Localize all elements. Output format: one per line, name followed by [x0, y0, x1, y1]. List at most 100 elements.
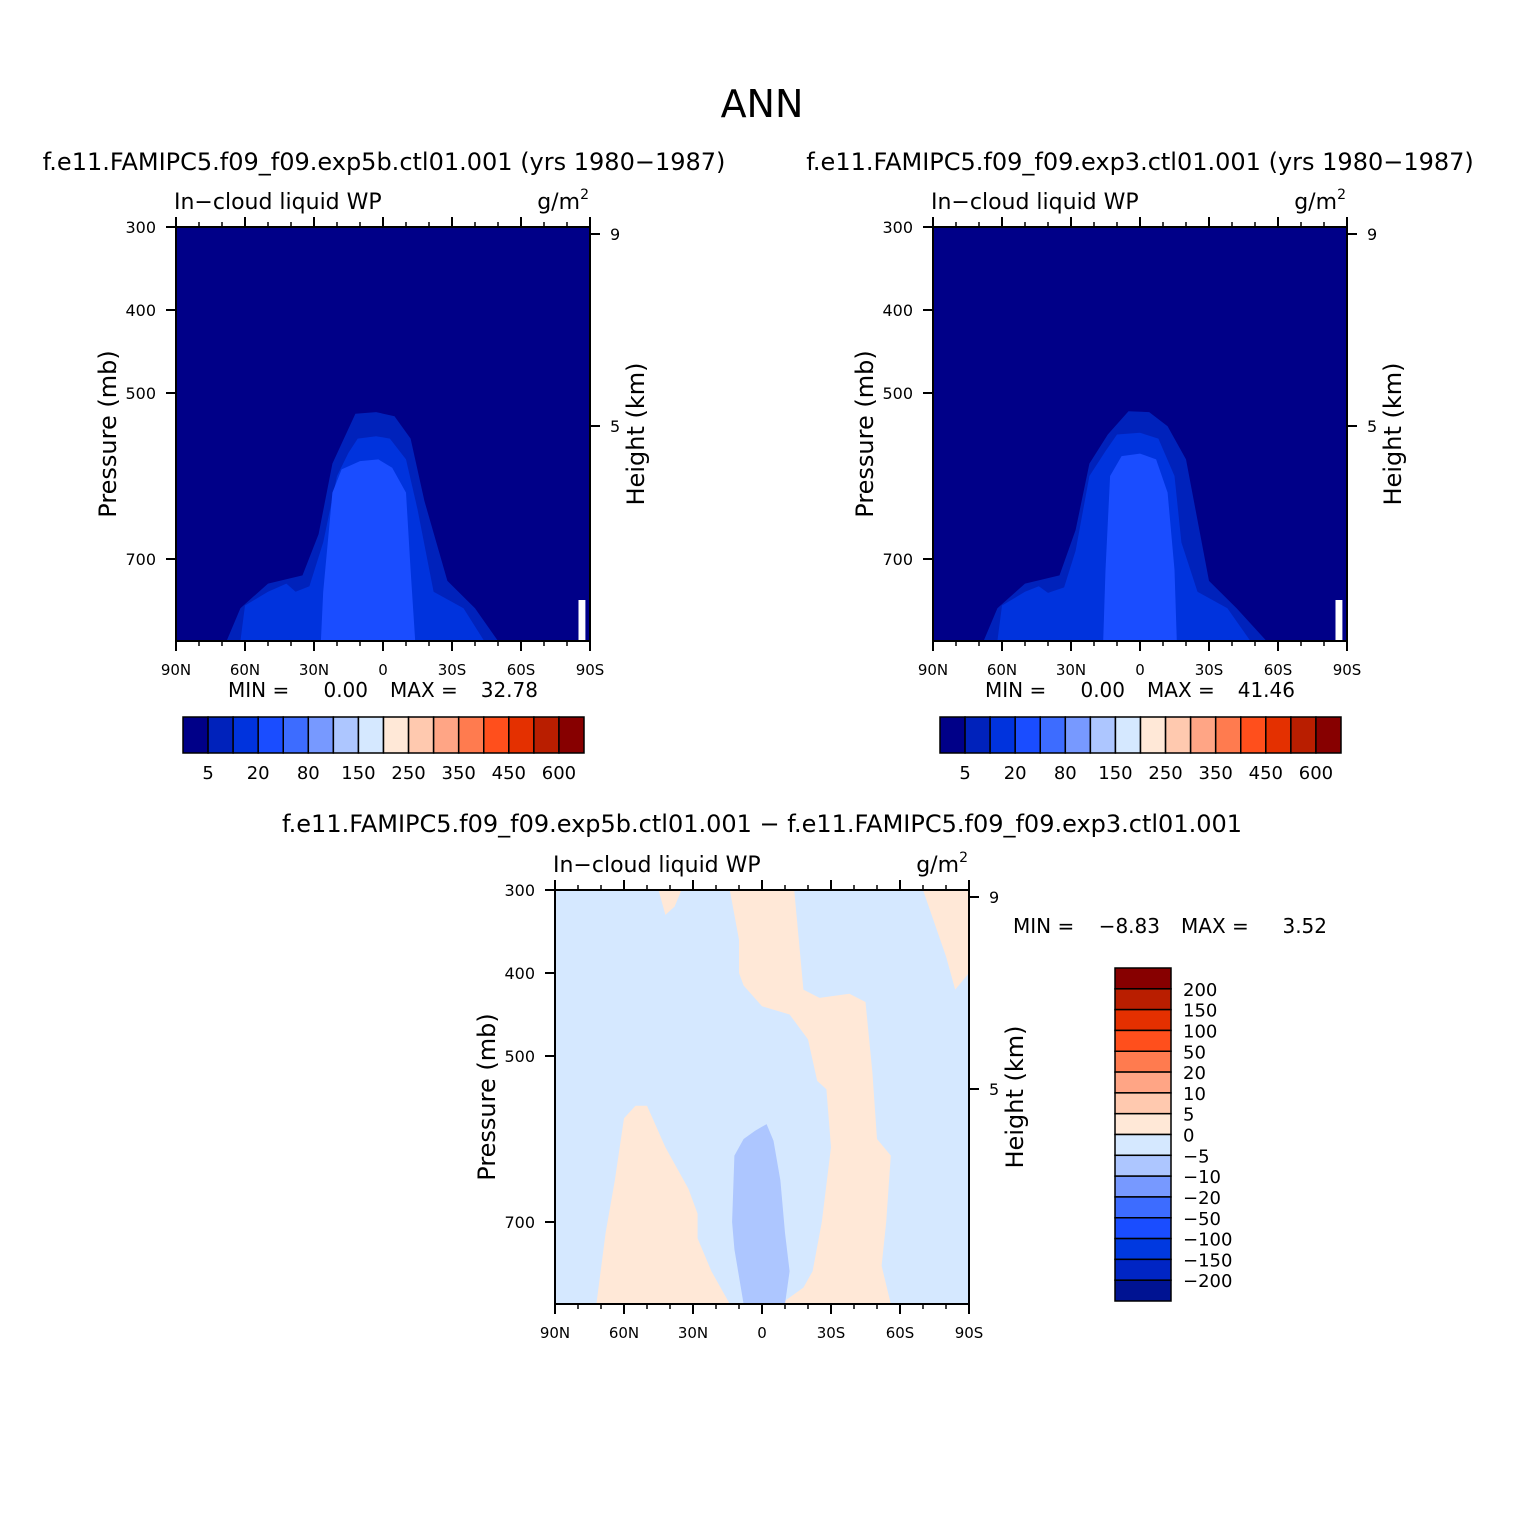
colorbar-box: [1114, 1237, 1172, 1261]
x-tick-label: 90S: [955, 1324, 984, 1342]
colorbar-box: [1114, 1008, 1172, 1032]
colorbar-label: 20: [247, 763, 270, 784]
colorbar-label: 0: [1183, 1126, 1194, 1147]
x-tick-label: 60N: [609, 1324, 639, 1342]
colorbar-box: [508, 716, 535, 754]
colorbar-box: [1114, 1029, 1172, 1052]
x-tick-label: 90S: [1333, 661, 1362, 679]
x-tick-label: 30S: [438, 661, 467, 679]
colorbar-box: [407, 716, 435, 754]
x-tick-label: 30S: [1195, 661, 1224, 679]
min-value: 0.00: [323, 678, 368, 702]
x-tick-label: 30N: [678, 1324, 708, 1342]
y-axis-title: Pressure (mb): [473, 1013, 501, 1180]
colorbar-label: 100: [1183, 1021, 1217, 1042]
y-tick-label: 500: [504, 1047, 535, 1066]
contour-region: [732, 1124, 790, 1304]
y-axis-title: Pressure (mb): [94, 350, 122, 517]
y-tick-label: 500: [125, 384, 156, 403]
page-title: ANN: [721, 82, 804, 126]
y2-tick-label: 5: [610, 417, 620, 436]
y2-tick-label: 5: [1367, 417, 1377, 436]
contour-region: [923, 890, 969, 990]
y2-tick-label: 9: [610, 225, 620, 244]
colorbar-label: 5: [959, 763, 970, 784]
x-tick-label: 90N: [161, 661, 191, 679]
units-label: g/m: [537, 190, 580, 215]
y-tick-label: 700: [125, 550, 156, 569]
colorbar-label: 20: [1004, 763, 1027, 784]
y-tick-label: 400: [125, 301, 156, 320]
colorbar-label: 5: [1183, 1105, 1194, 1126]
colorbar-box: [357, 716, 385, 754]
colorbar-box: [1039, 716, 1067, 754]
colorbar-label: −50: [1183, 1209, 1221, 1230]
max-value: 3.52: [1282, 914, 1327, 938]
colorbar-label: 10: [1183, 1084, 1206, 1105]
colorbar-box: [1114, 988, 1172, 1011]
colorbar-box: [483, 716, 510, 754]
colorbar-label: −150: [1183, 1250, 1232, 1271]
x-tick-label: 90S: [576, 661, 605, 679]
colorbar-label: 250: [391, 763, 425, 784]
colorbar-box: [1114, 1133, 1172, 1157]
colorbar-box: [1290, 716, 1317, 754]
x-tick-label: 0: [1135, 661, 1145, 679]
colorbar-box: [1315, 716, 1342, 754]
colorbar-box: [1064, 716, 1092, 754]
min-label: MIN =: [1013, 914, 1074, 938]
colorbar-label: 150: [1098, 763, 1132, 784]
colorbar-box: [432, 716, 460, 754]
y-tick-label: 700: [882, 550, 913, 569]
x-tick-label: 60S: [1264, 661, 1293, 679]
max-label: MAX =: [390, 678, 458, 702]
colorbar-label: 80: [297, 763, 320, 784]
colorbar-box: [1114, 1050, 1172, 1073]
y2-axis-title: Height (km): [1001, 1026, 1029, 1169]
colorbar-label: 350: [1199, 763, 1233, 784]
colorbar-box: [207, 716, 234, 754]
y-tick-label: 300: [125, 218, 156, 237]
panel-title: f.e11.FAMIPC5.f09_f09.exp3.ctl01.001 (yr…: [806, 148, 1474, 176]
min-label: MIN =: [228, 678, 289, 702]
colorbar-box: [1164, 716, 1192, 754]
colorbar-box: [1014, 716, 1041, 754]
colorbar-box: [1189, 716, 1217, 754]
colorbar-label: 450: [492, 763, 526, 784]
colorbar-box: [332, 716, 360, 754]
colorbar-label: 150: [1183, 1001, 1217, 1022]
x-tick-label: 90N: [918, 661, 948, 679]
y-tick-label: 400: [504, 964, 535, 983]
colorbar-box: [1240, 716, 1267, 754]
colorbar-box: [457, 716, 485, 754]
colorbar-box: [382, 716, 410, 754]
colorbar-box: [989, 716, 1016, 754]
colorbar-box: [182, 716, 209, 754]
colorbar-label: 200: [1183, 980, 1217, 1001]
panel-model2: f.e11.FAMIPC5.f09_f09.exp3.ctl01.001 (yr…: [806, 148, 1474, 784]
colorbar-label: 600: [542, 763, 576, 784]
units-label: g/m: [1294, 190, 1337, 215]
colorbar-label: −20: [1183, 1188, 1221, 1209]
x-tick-label: 60S: [507, 661, 536, 679]
colorbar-label: 20: [1183, 1063, 1206, 1084]
panel-model1: f.e11.FAMIPC5.f09_f09.exp5b.ctl01.001 (y…: [43, 148, 726, 784]
y-tick-label: 300: [882, 218, 913, 237]
colorbar-box: [232, 716, 259, 754]
colorbar-label: 600: [1299, 763, 1333, 784]
field-label: In−cloud liquid WP: [553, 853, 761, 878]
panels: f.e11.FAMIPC5.f09_f09.exp5b.ctl01.001 (y…: [43, 148, 1474, 1342]
contour-region: [1103, 453, 1177, 641]
colorbar-box: [939, 716, 966, 754]
min-label: MIN =: [985, 678, 1046, 702]
y-tick-label: 700: [504, 1213, 535, 1232]
units-superscript: 2: [1337, 187, 1346, 203]
x-tick-label: 60S: [886, 1324, 915, 1342]
x-tick-label: 30N: [1056, 661, 1086, 679]
max-value: 41.46: [1238, 678, 1295, 702]
colorbar-box: [1089, 716, 1117, 754]
contour-region: [729, 890, 891, 1304]
colorbar-box: [1114, 967, 1172, 990]
contour-region: [320, 459, 416, 641]
